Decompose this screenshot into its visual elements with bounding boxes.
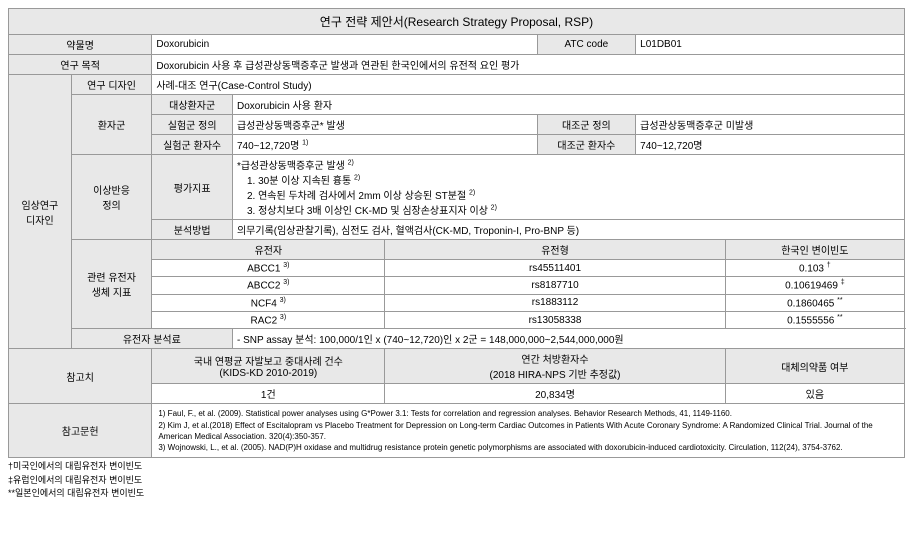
lbl-adrdef: 이상반응 정의: [71, 155, 152, 240]
lbl-clinical: 임상연구 디자인: [9, 75, 72, 349]
val-ctrln: 740~12,720명: [636, 135, 905, 155]
val-target: Doxorubicin 사용 환자: [232, 95, 904, 115]
lbl-spontaneous: 국내 연평균 자발보고 중대사례 건수 (KIDS-KD 2010-2019): [152, 349, 385, 384]
lbl-genotype: 유전형: [385, 240, 725, 260]
lbl-annualrx: 연간 처방환자수 (2018 HIRA-NPS 기반 추정값): [385, 349, 725, 384]
lbl-gene: 유전자: [152, 240, 385, 260]
genotype-0: rs45511401: [385, 260, 725, 277]
freq-3: 0.1555556 **: [725, 311, 904, 328]
val-annualrx: 20,834명: [385, 384, 725, 404]
val-eval: *급성관상동맥증후군 발생 2) 1. 30분 이상 지속된 흉통 2) 2. …: [232, 155, 904, 220]
val-anamethod: 의무기록(임상관찰기록), 심전도 검사, 혈액검사(CK-MD, Tropon…: [232, 220, 904, 240]
val-expn: 740~12,720명 1): [232, 135, 537, 155]
rsp-table: 연구 전략 제안서(Research Strategy Proposal, RS…: [8, 8, 905, 458]
lbl-drug: 약물명: [9, 35, 152, 55]
val-purpose: Doxorubicin 사용 후 급성관상동맥증후군 발생과 연관된 한국인에서…: [152, 55, 905, 75]
val-drug: Doxorubicin: [152, 35, 537, 55]
fn2: ‡유럽인에서의 대립유전자 변이빈도: [8, 474, 905, 488]
lbl-altdrug: 대체의약품 여부: [725, 349, 904, 384]
freq-0: 0.103 †: [725, 260, 904, 277]
fn1: †미국인에서의 대립유전자 변이빈도: [8, 460, 905, 474]
lbl-ctrldef: 대조군 정의: [537, 115, 636, 135]
title: 연구 전략 제안서(Research Strategy Proposal, RS…: [9, 9, 905, 35]
lbl-patientgroup: 환자군: [71, 95, 152, 155]
val-genefee: - SNP assay 분석: 100,000/1인 x (740~12,720…: [232, 329, 904, 349]
lbl-references: 참고문헌: [9, 404, 152, 458]
lbl-expdef: 실험군 정의: [152, 115, 233, 135]
genotype-1: rs8187710: [385, 277, 725, 294]
val-expdef: 급성관상동맥증후군* 발생: [232, 115, 537, 135]
freq-2: 0.1860465 **: [725, 294, 904, 311]
val-ctrldef: 급성관상동맥증후군 미발생: [636, 115, 905, 135]
gene-2: NCF4 3): [152, 294, 385, 311]
lbl-korfreq: 한국인 변이빈도: [725, 240, 904, 260]
lbl-genefee: 유전자 분석료: [71, 329, 232, 349]
gene-0: ABCC1 3): [152, 260, 385, 277]
gene-3: RAC2 3): [152, 311, 385, 328]
genotype-2: rs1883112: [385, 294, 725, 311]
footnotes: †미국인에서의 대립유전자 변이빈도 ‡유럽인에서의 대립유전자 변이빈도 **…: [8, 460, 905, 501]
lbl-expn: 실험군 환자수: [152, 135, 233, 155]
val-spontaneous: 1건: [152, 384, 385, 404]
lbl-purpose: 연구 목적: [9, 55, 152, 75]
val-atc: L01DB01: [636, 35, 905, 55]
lbl-atc: ATC code: [537, 35, 636, 55]
lbl-anamethod: 분석방법: [152, 220, 233, 240]
gene-1: ABCC2 3): [152, 277, 385, 294]
genotype-3: rs13058338: [385, 311, 725, 328]
val-references: 1) Faul, F., et al. (2009). Statistical …: [152, 404, 905, 458]
lbl-refval: 참고치: [9, 349, 152, 404]
lbl-ctrln: 대조군 환자수: [537, 135, 636, 155]
lbl-target: 대상환자군: [152, 95, 233, 115]
freq-1: 0.10619469 ‡: [725, 277, 904, 294]
fn3: **일본인에서의 대립유전자 변이빈도: [8, 487, 905, 501]
val-altdrug: 있음: [725, 384, 904, 404]
lbl-evalidx: 평가지표: [152, 155, 233, 220]
val-studydesign: 사례-대조 연구(Case-Control Study): [152, 75, 905, 95]
lbl-studydesign: 연구 디자인: [71, 75, 152, 95]
lbl-genbio: 관련 유전자 생체 지표: [71, 240, 152, 329]
